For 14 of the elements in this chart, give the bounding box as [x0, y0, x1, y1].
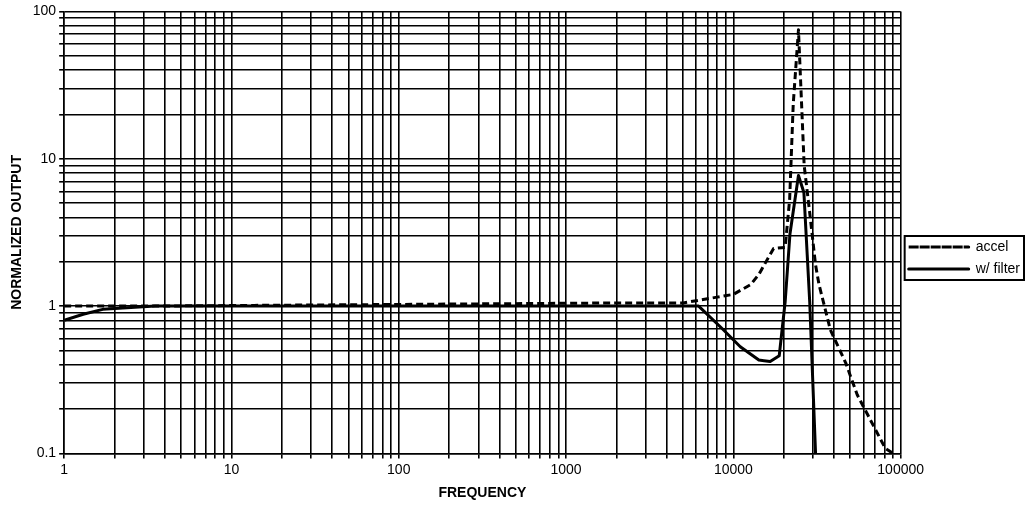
- x-tick-label: 100: [387, 460, 411, 477]
- legend-label: accel: [975, 237, 1009, 254]
- legend-label: w/ filter: [974, 259, 1021, 276]
- x-tick-label: 1: [60, 460, 69, 477]
- x-axis-title: FREQUENCY: [438, 484, 528, 501]
- x-tick-label: 10000: [713, 460, 754, 477]
- y-axis-title: NORMALIZED OUTPUT: [8, 154, 25, 310]
- x-tick-label: 100000: [877, 460, 925, 477]
- x-tick-label: 10: [223, 460, 240, 477]
- x-tick-label: 1000: [550, 460, 582, 477]
- y-tick-label: 100: [32, 2, 57, 19]
- y-tick-label: 10: [40, 149, 57, 166]
- y-tick-label: 0.1: [36, 444, 57, 461]
- y-tick-label: 1: [48, 296, 57, 313]
